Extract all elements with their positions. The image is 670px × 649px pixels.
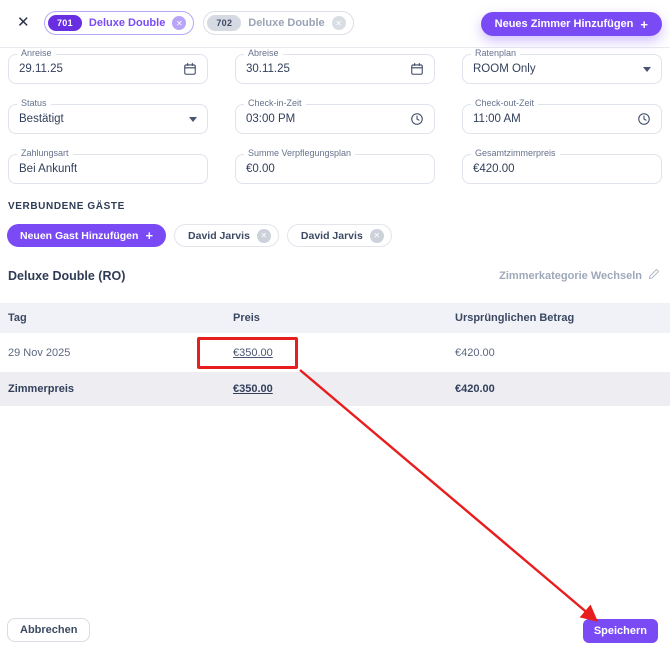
plus-icon: + (145, 228, 154, 243)
plus-icon: + (640, 16, 648, 32)
guest-name: David Jarvis (188, 229, 250, 242)
price-table: Tag Preis Ursprünglichen Betrag 29 Nov 2… (0, 303, 670, 406)
pencil-icon (648, 268, 660, 283)
calendar-icon[interactable] (410, 62, 424, 76)
field-value: 03:00 PM (246, 113, 296, 125)
remove-guest-icon[interactable]: ✕ (369, 228, 384, 243)
field-value: 30.11.25 (246, 63, 290, 75)
total-room-price-field[interactable]: Gesamtzimmerpreis €420.00 (462, 148, 662, 184)
col-header-tag: Tag (8, 312, 27, 324)
add-room-label: Neues Zimmer Hinzufügen (494, 18, 634, 30)
col-header-betrag: Ursprünglichen Betrag (455, 312, 575, 324)
field-label: Summe Verpflegungsplan (244, 148, 356, 158)
room-number-badge: 702 (207, 15, 242, 31)
day-cell: 29 Nov 2025 (8, 346, 71, 359)
check-in-time-field[interactable]: Check-in-Zeit 03:00 PM (235, 98, 435, 134)
check-out-time-field[interactable]: Check-out-Zeit 11:00 AM (462, 98, 662, 134)
total-price-link[interactable]: €350.00 (233, 383, 273, 395)
remove-room-icon[interactable]: ✕ (331, 16, 346, 30)
guest-name: David Jarvis (300, 229, 363, 242)
arrival-date-field[interactable]: Anreise 29.11.25 (8, 48, 208, 84)
pricing-section-header: Deluxe Double (RO) Zimmerkategorie Wechs… (8, 268, 660, 283)
field-label: Gesamtzimmerpreis (471, 148, 560, 158)
payment-method-field[interactable]: Zahlungsart Bei Ankunft (8, 148, 208, 184)
field-value: €420.00 (473, 163, 515, 175)
rate-plan-select[interactable]: Ratenplan ROOM Only (462, 48, 662, 84)
calendar-icon[interactable] (183, 62, 197, 76)
guest-chip: David Jarvis ✕ (286, 224, 392, 247)
add-guest-label: Neuen Gast Hinzufügen (20, 229, 139, 242)
total-label-cell: Zimmerpreis (8, 383, 75, 395)
caret-down-icon (643, 66, 651, 72)
room-tabs-header: ✕ 701 Deluxe Double ✕ 702 Deluxe Double … (0, 0, 670, 48)
cancel-button[interactable]: Abbrechen (7, 618, 91, 642)
field-label: Anreise (17, 48, 56, 58)
guest-chips-row: Neuen Gast Hinzufügen + David Jarvis ✕ D… (7, 224, 392, 247)
field-label: Check-in-Zeit (244, 98, 306, 108)
field-label: Ratenplan (471, 48, 521, 58)
room-number-badge: 701 (48, 15, 82, 31)
room-category-title: Deluxe Double (RO) (8, 268, 126, 283)
room-tabs: 701 Deluxe Double ✕ 702 Deluxe Double ✕ (44, 11, 354, 35)
tab-room-702[interactable]: 702 Deluxe Double ✕ (203, 11, 354, 35)
col-header-preis: Preis (233, 312, 260, 324)
add-room-button[interactable]: Neues Zimmer Hinzufügen + (480, 12, 662, 36)
original-amount-cell: €420.00 (455, 346, 495, 359)
price-link[interactable]: €350.00 (233, 346, 273, 359)
guest-chip: David Jarvis ✕ (174, 224, 279, 247)
add-guest-button[interactable]: Neuen Gast Hinzufügen + (7, 224, 167, 247)
departure-date-field[interactable]: Abreise 30.11.25 (235, 48, 435, 84)
booking-form: Anreise 29.11.25 Abreise 30.11.25 Ratenp… (8, 48, 662, 184)
linked-guests-section-title: VERBUNDENE GÄSTE (8, 201, 125, 212)
caret-down-icon (189, 116, 197, 122)
remove-guest-icon[interactable]: ✕ (256, 228, 271, 243)
meal-plan-total-field[interactable]: Summe Verpflegungsplan €0.00 (235, 148, 435, 184)
field-value: 29.11.25 (19, 63, 63, 75)
field-value: Bestätigt (19, 113, 64, 125)
field-label: Abreise (244, 48, 283, 58)
table-row: 29 Nov 2025 €350.00 €420.00 (0, 333, 670, 372)
field-label: Status (17, 98, 51, 108)
tab-room-701[interactable]: 701 Deluxe Double ✕ (44, 11, 195, 35)
price-table-header-row: Tag Preis Ursprünglichen Betrag (0, 303, 670, 333)
total-original-amount-cell: €420.00 (455, 383, 495, 395)
field-label: Check-out-Zeit (471, 98, 539, 108)
tab-label: Deluxe Double (248, 17, 325, 29)
change-room-category-label: Zimmerkategorie Wechseln (499, 269, 642, 282)
field-value: €0.00 (246, 163, 275, 175)
status-select[interactable]: Status Bestätigt (8, 98, 208, 134)
field-value: 11:00 AM (473, 113, 521, 125)
field-label: Zahlungsart (17, 148, 73, 158)
field-value: Bei Ankunft (19, 163, 78, 175)
table-row-total: Zimmerpreis €350.00 €420.00 (0, 372, 670, 406)
change-room-category-link[interactable]: Zimmerkategorie Wechseln (499, 268, 660, 283)
close-icon[interactable]: ✕ (17, 14, 30, 31)
tab-label: Deluxe Double (88, 17, 166, 29)
save-button[interactable]: Speichern (582, 619, 658, 643)
field-value: ROOM Only (473, 63, 536, 75)
remove-room-icon[interactable]: ✕ (172, 16, 187, 30)
clock-icon[interactable] (410, 112, 424, 126)
clock-icon[interactable] (637, 112, 651, 126)
